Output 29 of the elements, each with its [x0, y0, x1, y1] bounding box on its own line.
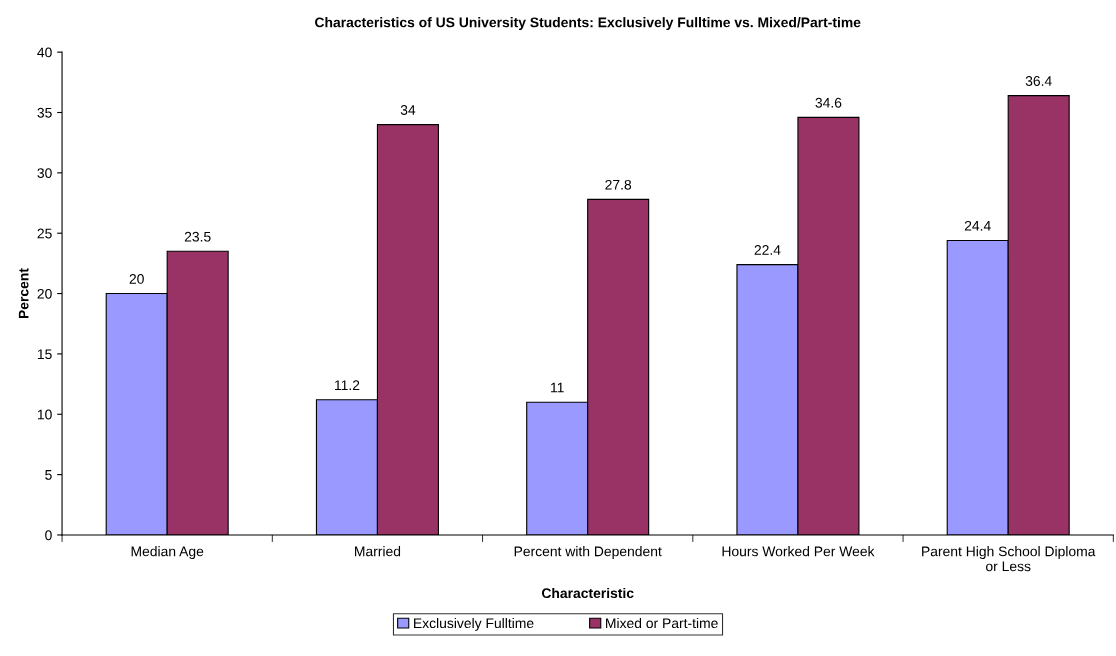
x-tick-label: Percent with Dependent — [514, 546, 662, 560]
data-label: 11.2 — [335, 380, 360, 390]
data-label: 23.5 — [184, 231, 211, 242]
data-label: 24.4 — [964, 220, 991, 231]
legend-label: Exclusively Fulltime — [414, 617, 534, 631]
y-tick-label: 30 — [37, 168, 52, 179]
y-tick-label: 0 — [45, 530, 52, 541]
y-tick-label: 10 — [37, 409, 52, 420]
y-tick-label: 15 — [37, 349, 52, 360]
x-tick-label: Married — [355, 546, 401, 557]
y-tick-label: 5 — [45, 470, 52, 480]
x-tick-label: Median Age — [131, 546, 204, 560]
data-label: 20 — [129, 274, 144, 284]
chart-title: Characteristics of US University Students: Exclusively Fulltime vs. Mixed/Part-time — [315, 17, 861, 31]
y-tick-label: 35 — [37, 107, 52, 118]
data-label: 36.4 — [1025, 76, 1052, 86]
data-label: 34.6 — [815, 97, 842, 108]
y-tick-label: 25 — [37, 228, 52, 239]
data-label: 11 — [551, 382, 564, 393]
y-tick-label: 20 — [37, 288, 52, 299]
data-label: 27.8 — [605, 179, 632, 190]
x-tick-label: Hours Worked Per Week — [722, 546, 875, 557]
x-tick-label: Parent High School Diploma or Less — [922, 546, 1096, 572]
y-axis-title: Percent — [18, 268, 29, 319]
x-axis-title: Characteristic — [541, 587, 634, 599]
data-label: 22.4 — [754, 245, 781, 255]
data-label: 34 — [400, 105, 416, 115]
y-tick-label: 40 — [37, 47, 52, 58]
legend-label: Mixed or Part-time — [606, 617, 718, 629]
